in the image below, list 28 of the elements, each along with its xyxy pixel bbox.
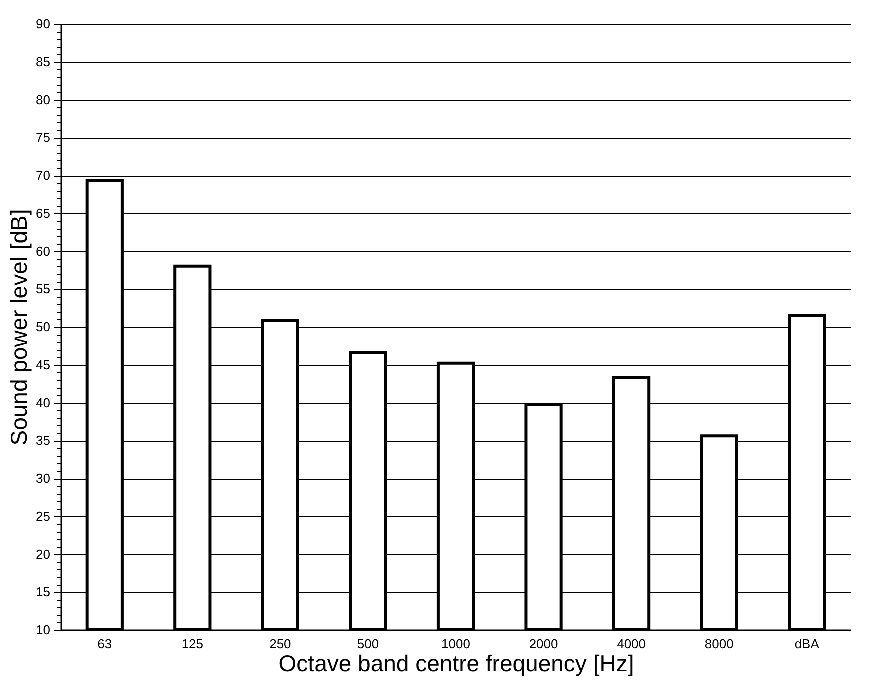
y-tick-label: 85 bbox=[36, 54, 50, 70]
x-tick-label: dBA bbox=[794, 636, 820, 652]
y-tick-label: 25 bbox=[36, 508, 50, 524]
x-axis-title: Octave band centre frequency [Hz] bbox=[278, 650, 634, 676]
y-tick-label: 70 bbox=[36, 168, 50, 183]
y-tick-label: 90 bbox=[36, 16, 50, 32]
y-tick-label: 40 bbox=[36, 395, 50, 410]
x-tick-label: 500 bbox=[357, 636, 380, 652]
x-tick-label: 8000 bbox=[704, 636, 734, 652]
x-tick-label: 4000 bbox=[617, 636, 646, 652]
x-tick-label: 250 bbox=[270, 636, 292, 652]
x-tick-label: 1000 bbox=[442, 636, 470, 652]
x-tick-label: 63 bbox=[98, 636, 112, 652]
y-tick-label: 60 bbox=[36, 244, 50, 259]
y-tick-label: 10 bbox=[36, 622, 50, 638]
y-tick-label: 30 bbox=[36, 471, 50, 486]
y-tick-label: 20 bbox=[36, 546, 50, 562]
y-tick-label: 45 bbox=[36, 357, 50, 372]
y-tick-label: 15 bbox=[36, 584, 50, 600]
y-tick-label: 35 bbox=[36, 433, 50, 448]
x-tick-label: 125 bbox=[182, 636, 204, 652]
y-tick-label: 65 bbox=[36, 206, 50, 221]
y-axis-title: Sound power level [dB] bbox=[6, 209, 32, 446]
y-tick-label: 80 bbox=[36, 92, 50, 108]
y-tick-label: 50 bbox=[36, 320, 50, 334]
y-tick-label: 55 bbox=[36, 282, 50, 297]
y-tick-label: 75 bbox=[36, 130, 50, 146]
x-tick-label: 2000 bbox=[529, 636, 558, 652]
